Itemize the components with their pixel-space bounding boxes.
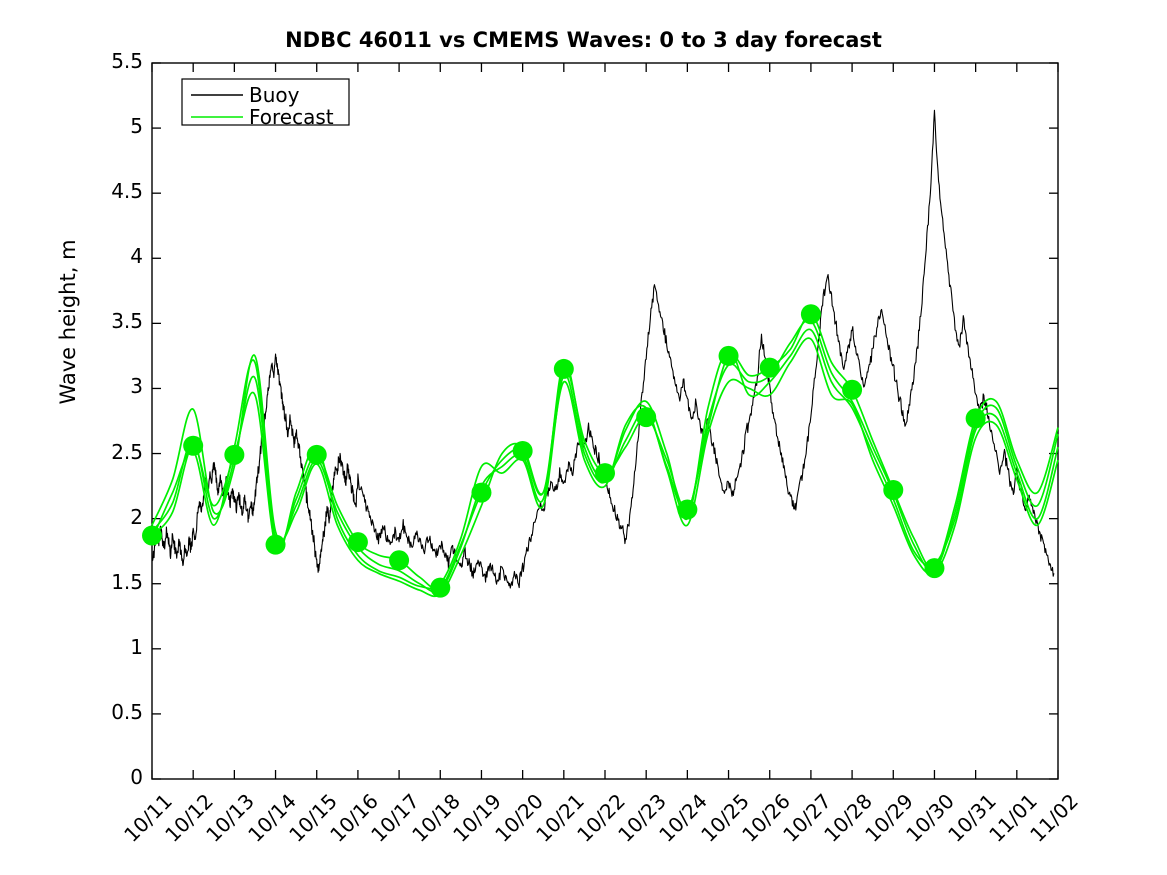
y-tick-label: 1 xyxy=(130,634,143,659)
series-line-forecast-1 xyxy=(151,313,1059,590)
forecast-marker-point xyxy=(636,407,657,428)
forecast-marker-point xyxy=(512,440,533,461)
forecast-marker-point xyxy=(471,482,492,503)
forecast-marker-point xyxy=(595,463,615,484)
y-tick-label: 1.5 xyxy=(111,569,143,594)
legend: Buoy Forecast xyxy=(181,78,350,129)
y-tick-label: 5.5 xyxy=(111,49,143,73)
forecast-marker-point xyxy=(265,534,286,555)
y-tick-label: 4.5 xyxy=(111,179,143,204)
legend-label-forecast: Forecast xyxy=(249,105,334,129)
forecast-marker-point xyxy=(142,525,162,546)
forecast-marker-point xyxy=(389,550,410,571)
y-tick-label: 5 xyxy=(130,114,143,139)
forecast-marker-point xyxy=(553,358,574,379)
legend-label-buoy: Buoy xyxy=(249,83,300,107)
y-tick-label: 0.5 xyxy=(111,699,143,724)
forecast-marker-point xyxy=(224,444,245,465)
y-axis-ticks xyxy=(152,62,1058,780)
axes-frame xyxy=(151,62,1059,780)
forecast-marker-group xyxy=(142,304,986,598)
forecast-marker-point xyxy=(430,577,451,598)
y-tick-label: 4 xyxy=(130,244,143,269)
forecast-marker-point xyxy=(677,499,698,520)
forecast-marker-point xyxy=(306,444,327,465)
forecast-marker-point xyxy=(883,480,904,500)
forecast-marker-point xyxy=(842,379,863,400)
forecast-marker-point xyxy=(718,345,739,366)
data-series-group xyxy=(151,109,1059,598)
y-tick-label: 0 xyxy=(130,765,143,789)
forecast-marker-point xyxy=(924,558,945,579)
x-axis-ticks xyxy=(151,63,1059,779)
y-axis-tick-labels: 0 0.5 1 1.5 2 2.5 3 3.5 4 4.5 5 5.5 xyxy=(0,0,143,875)
forecast-marker-point xyxy=(759,357,780,378)
y-tick-label: 3.5 xyxy=(111,309,143,334)
forecast-marker-point xyxy=(800,304,821,325)
y-tick-label: 2.5 xyxy=(111,439,143,464)
y-tick-label: 2 xyxy=(130,504,143,529)
forecast-marker-point xyxy=(347,532,368,553)
page-title: NDBC 46011 vs CMEMS Waves: 0 to 3 day fo… xyxy=(285,28,882,52)
y-tick-label: 3 xyxy=(130,374,143,399)
forecast-marker-point xyxy=(183,435,204,456)
forecast-marker-point xyxy=(965,408,986,429)
series-line-buoy xyxy=(151,109,1055,589)
